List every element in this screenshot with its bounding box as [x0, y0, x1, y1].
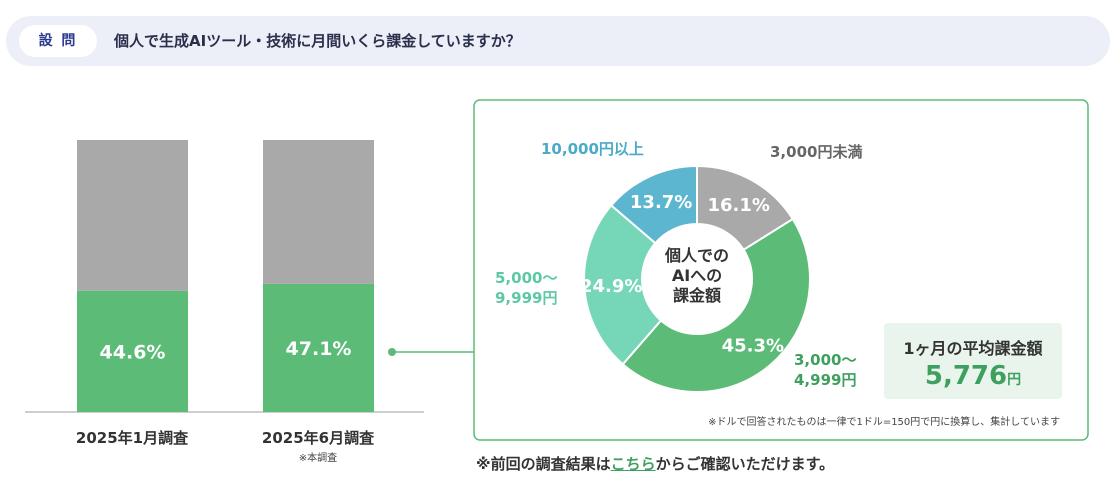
bar-category-label-2: 2025年6月調査: [261, 429, 375, 447]
donut-slice-4: [609, 164, 698, 245]
donut-center-line-3: 課金額: [672, 286, 721, 305]
average-value-line: 5,776円: [884, 361, 1062, 391]
slice-name-3000-4999-line-2: 4,999円: [794, 371, 857, 389]
donut-center-line-1: 個人での: [664, 246, 729, 265]
slice-name-under-3000-line-1: 3,000円未満: [770, 143, 863, 161]
bar-segment-1-2: [77, 140, 188, 291]
slice-name-5000-9999-line-1: 5,000～: [495, 269, 558, 287]
donut-slice-label-3: 24.9%: [580, 276, 642, 297]
previous-survey-note-after: からご確認いただけます。: [655, 455, 835, 473]
slice-name-over-10000: 10,000円以上: [541, 139, 644, 159]
connector-dot: [388, 348, 396, 356]
donut-center-label: 個人での AIへの 課金額: [652, 246, 742, 306]
bar-value-label-1: 44.6%: [100, 341, 166, 363]
donut-chart: 16.1% 45.3% 24.9% 13.7%: [580, 164, 811, 393]
average-unit: 円: [1007, 372, 1022, 388]
question-bar: 設 問 個人で生成AIツール・技術に月間いくら課金していますか？: [6, 16, 1110, 66]
slice-name-3000-4999: 3,000～ 4,999円: [794, 350, 856, 390]
bar-segment-2-1: [263, 283, 374, 412]
donut-slice-2: [621, 217, 811, 393]
question-text: 個人で生成AIツール・技術に月間いくら課金していますか？: [114, 32, 521, 50]
average-value: 5,776: [924, 361, 1008, 391]
donut-slice-3: [583, 203, 663, 366]
slice-name-5000-9999-line-2: 9,999円: [495, 289, 558, 307]
bar-category-note: ※本調査: [298, 453, 338, 464]
slice-name-over-10000-line-1: 10,000円以上: [541, 140, 644, 158]
previous-survey-note-before: ※前回の調査結果は: [476, 455, 611, 473]
bar-chart: 44.6% 47.1%: [77, 140, 374, 412]
donut-slice-label-1: 16.1%: [707, 195, 769, 216]
currency-footnote: ※ドルで回答されたものは一律で1ドル=150円で円に換算し、集計しています: [708, 417, 1060, 428]
bar-value-label-2: 47.1%: [286, 338, 352, 360]
slice-name-5000-9999: 5,000～ 9,999円: [495, 268, 557, 308]
donut-slice-label-4: 13.7%: [630, 192, 692, 213]
question-badge: 設 問: [19, 25, 97, 57]
previous-survey-link[interactable]: こちら: [610, 455, 656, 473]
bar-category-label-1: 2025年1月調査: [75, 429, 189, 447]
average-title: 1ヶ月の平均課金額: [903, 339, 1043, 358]
donut-slice-label-2: 45.3%: [722, 335, 784, 356]
previous-survey-note: ※前回の調査結果はこちらからご確認いただけます。: [476, 453, 834, 474]
slice-name-under-3000: 3,000円未満: [770, 142, 862, 162]
average-box: 1ヶ月の平均課金額 5,776円: [884, 323, 1062, 399]
slice-name-3000-4999-line-1: 3,000～: [794, 351, 857, 369]
bar-segment-1-1: [77, 290, 188, 412]
bar-segment-2-2: [263, 140, 374, 284]
donut-center-line-2: AIへの: [671, 266, 723, 285]
